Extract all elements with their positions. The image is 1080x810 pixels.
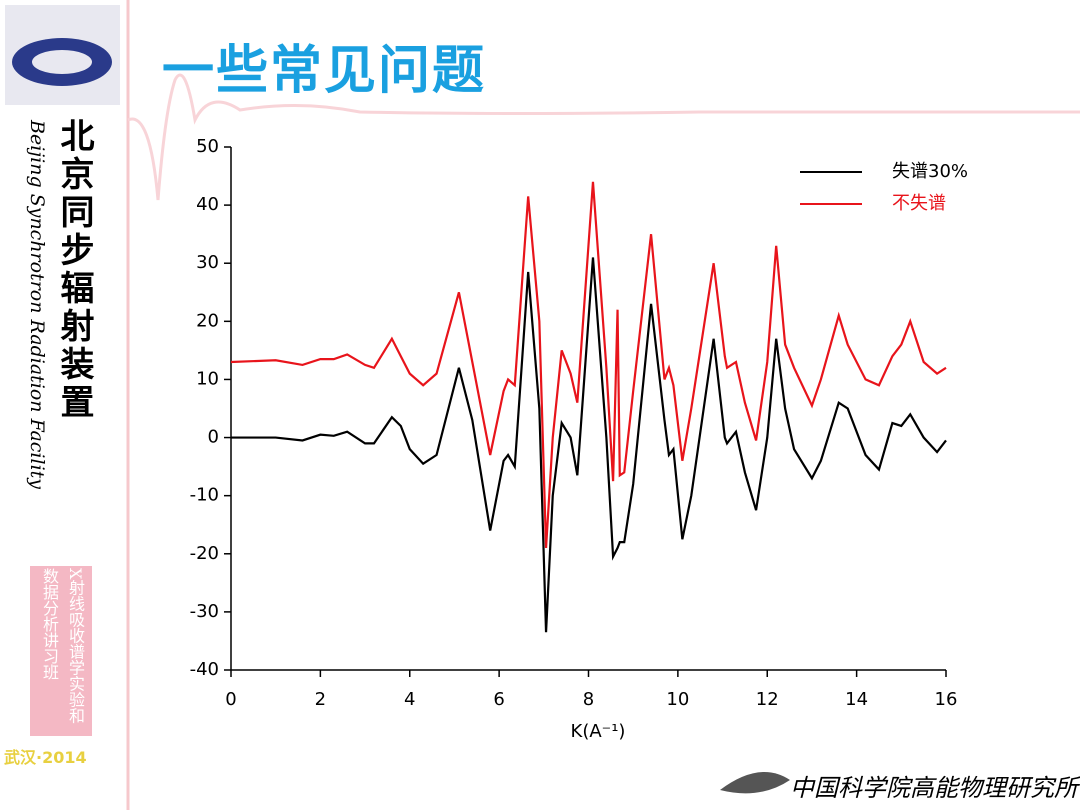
y-tick-label: -10 [190,485,219,506]
data-line [231,257,947,633]
y-tick-label: 0 [208,427,219,448]
x-tick-label: 16 [935,689,958,710]
decor-wave [127,73,1080,201]
legend-label: 不失谱 [892,193,946,214]
x-tick-label: 14 [845,689,868,710]
badge: 武汉·2014 [4,748,87,767]
y-tick-label: 20 [196,310,219,331]
y-tick-label: 40 [196,194,219,215]
x-tick-label: 6 [493,689,504,710]
sidebar-subtitle: Beijing Synchrotron Radiation Facility [26,120,48,490]
data-line [230,181,947,549]
y-tick-label: -20 [190,543,219,564]
sidebar-title: 北京同步辐射装置 [54,118,94,422]
x-tick-label: 2 [315,689,326,710]
y-tick-label: 10 [196,368,219,389]
logo [32,50,92,74]
x-tick-label: 10 [666,689,689,710]
y-tick-label: 30 [196,252,219,273]
institute: 中国科学院高能物理研究所 [790,774,1078,802]
x-tick-label: 12 [756,689,779,710]
x-axis-label: K(A⁻¹) [571,721,626,742]
slide-title: 一些常见问题 [162,41,487,101]
y-tick-label: 50 [196,136,219,157]
x-tick-label: 4 [404,689,415,710]
y-tick-label: -40 [190,659,219,680]
legend-label: 失谱30% [892,161,968,182]
inst-logo [720,772,790,794]
x-tick-label: 0 [225,689,236,710]
x-tick-label: 8 [583,689,594,710]
course-box: X射线吸收谱学实验和数据分析讲习班 [30,566,92,736]
y-tick-label: -30 [190,601,219,622]
